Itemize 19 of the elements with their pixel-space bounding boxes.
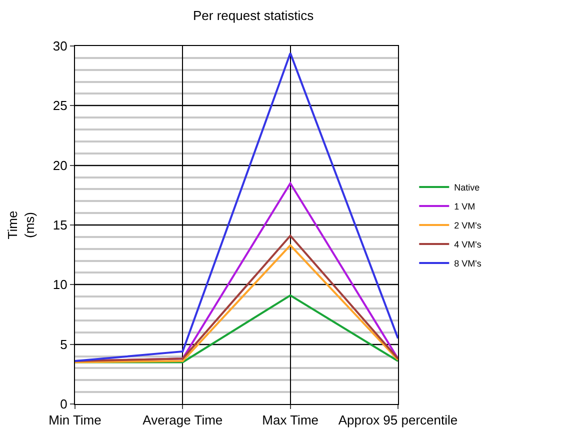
x-tick-label: Min Time [48, 412, 102, 428]
legend-label: 4 VM's [454, 240, 482, 250]
legend-label: Native [454, 182, 480, 193]
line-series [75, 52, 398, 362]
y-tick-label: 30 [52, 38, 68, 54]
x-tick-label: Max Time [262, 412, 318, 428]
legend-label: 2 VM's [454, 220, 482, 231]
y-axis-title: Time (ms) [4, 210, 37, 240]
y-tick-label: 15 [52, 218, 68, 233]
chart-title: Per request statistics [193, 8, 314, 24]
y-tick-label: 5 [60, 336, 68, 352]
y-tick-label: 0 [60, 396, 68, 412]
legend-label: 1 VM [454, 202, 476, 212]
y-tick-label: 10 [52, 277, 68, 292]
x-tick-label: Approx 95 percentile [338, 412, 458, 428]
y-tick-label: 20 [52, 158, 68, 173]
y-tick-label: 25 [52, 98, 68, 114]
legend-label: 8 VM's [454, 258, 482, 269]
x-tick-label: Average Time [142, 412, 223, 428]
